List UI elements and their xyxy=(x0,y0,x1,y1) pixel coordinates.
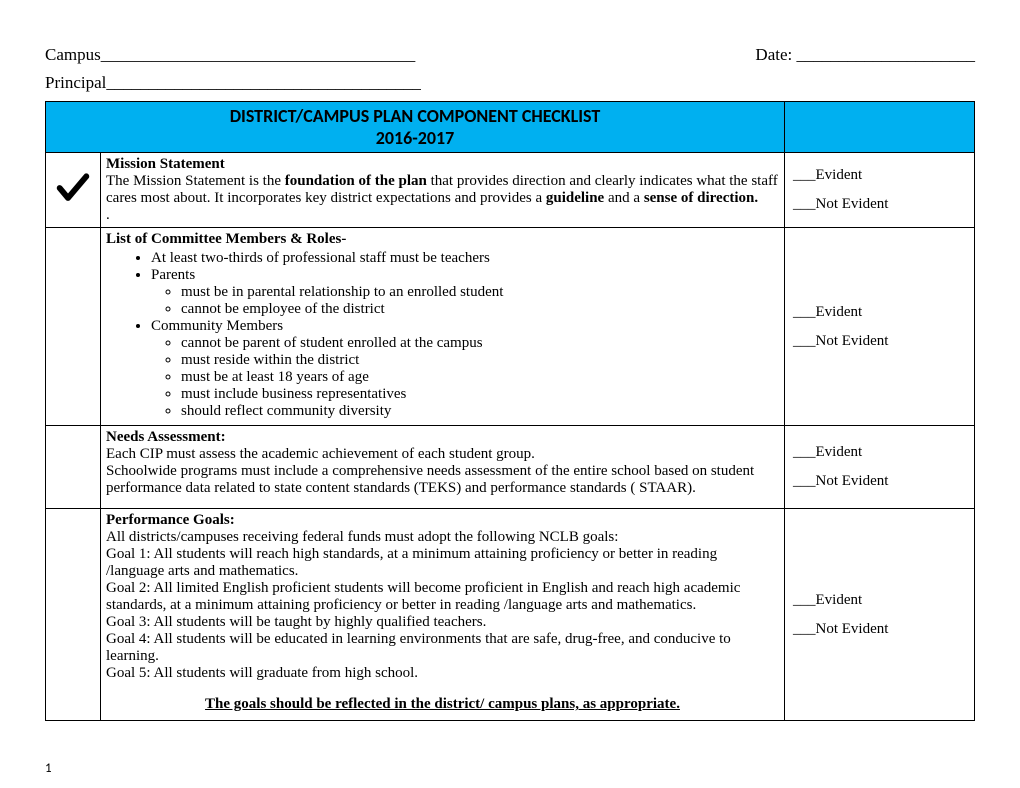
row-goals: Performance Goals: All districts/campuse… xyxy=(46,509,975,721)
committee-check-cell xyxy=(46,228,101,426)
check-icon xyxy=(53,168,93,208)
committee-b3: Community Members cannot be parent of st… xyxy=(151,318,779,420)
page-number: 1 xyxy=(45,761,52,776)
goals-footer: The goals should be reflected in the dis… xyxy=(106,696,779,713)
row-needs: Needs Assessment: Each CIP must assess t… xyxy=(46,426,975,509)
mission-check-cell xyxy=(46,153,101,228)
title-row: DISTRICT/CAMPUS PLAN COMPONENT CHECKLIST… xyxy=(46,102,975,153)
committee-b3-o4: must include business representatives xyxy=(181,386,779,403)
committee-b3-label: Community Members xyxy=(151,318,283,334)
committee-b3-o2: must reside within the district xyxy=(181,352,779,369)
committee-evident: ___Evident xyxy=(793,304,969,321)
goals-content: Performance Goals: All districts/campuse… xyxy=(101,509,785,721)
goal-1: Goal 1: All students will reach high sta… xyxy=(106,546,717,579)
mission-not-evident: ___Not Evident xyxy=(793,196,969,213)
title-line2: 2016-2017 xyxy=(51,127,779,149)
goal-5: Goal 5: All students will graduate from … xyxy=(106,665,418,681)
needs-not-evident: ___Not Evident xyxy=(793,473,969,490)
committee-b2: Parents must be in parental relationship… xyxy=(151,267,779,318)
mission-heading: Mission Statement xyxy=(106,156,225,172)
needs-heading: Needs Assessment: xyxy=(106,429,226,445)
committee-b2-o1: must be in parental relationship to an e… xyxy=(181,284,779,301)
row-mission: Mission Statement The Mission Statement … xyxy=(46,153,975,228)
committee-b2-label: Parents xyxy=(151,267,195,283)
needs-content: Needs Assessment: Each CIP must assess t… xyxy=(101,426,785,509)
principal-underline: _____________________________________ xyxy=(106,73,421,92)
committee-b2-o2: cannot be employee of the district xyxy=(181,301,779,318)
checklist-table: DISTRICT/CAMPUS PLAN COMPONENT CHECKLIST… xyxy=(45,101,975,721)
committee-b3-sub: cannot be parent of student enrolled at … xyxy=(151,335,779,420)
mission-evident: ___Evident xyxy=(793,167,969,184)
goals-evident: ___Evident xyxy=(793,592,969,609)
date-underline: _____________________ xyxy=(797,45,976,64)
goals-intro: All districts/campuses receiving federal… xyxy=(106,529,618,545)
principal-label: Principal xyxy=(45,73,106,92)
committee-b3-o5: should reflect community diversity xyxy=(181,403,779,420)
needs-l1: Each CIP must assess the academic achiev… xyxy=(106,446,535,462)
goal-2: Goal 2: All limited English proficient s… xyxy=(106,580,740,613)
committee-content: List of Committee Members & Roles- At le… xyxy=(101,228,785,426)
mission-content: Mission Statement The Mission Statement … xyxy=(101,153,785,228)
principal-field: Principal_______________________________… xyxy=(45,73,421,93)
document-page: Campus__________________________________… xyxy=(0,0,1020,721)
date-label: Date: xyxy=(755,45,796,64)
committee-b3-o1: cannot be parent of student enrolled at … xyxy=(181,335,779,352)
title-cell-right xyxy=(785,102,975,153)
campus-label: Campus xyxy=(45,45,101,64)
goal-3: Goal 3: All students will be taught by h… xyxy=(106,614,486,630)
committee-b2-sub: must be in parental relationship to an e… xyxy=(151,284,779,318)
campus-underline: _____________________________________ xyxy=(101,45,416,64)
mission-t3: and a xyxy=(604,190,644,206)
campus-field: Campus__________________________________… xyxy=(45,45,415,65)
mission-trailing: . xyxy=(106,207,110,223)
header-line-2: Principal_______________________________… xyxy=(45,73,975,93)
committee-status: ___Evident ___Not Evident xyxy=(785,228,975,426)
needs-check-cell xyxy=(46,426,101,509)
header-line-1: Campus__________________________________… xyxy=(45,45,975,65)
committee-b3-o3: must be at least 18 years of age xyxy=(181,369,779,386)
committee-heading: List of Committee Members & Roles- xyxy=(106,231,346,247)
goals-check-cell xyxy=(46,509,101,721)
needs-status: ___Evident ___Not Evident xyxy=(785,426,975,509)
committee-list: At least two-thirds of professional staf… xyxy=(106,250,779,420)
title-cell: DISTRICT/CAMPUS PLAN COMPONENT CHECKLIST… xyxy=(46,102,785,153)
mission-b1: foundation of the plan xyxy=(285,173,427,189)
mission-status: ___Evident ___Not Evident xyxy=(785,153,975,228)
goal-4: Goal 4: All students will be educated in… xyxy=(106,631,731,664)
row-committee: List of Committee Members & Roles- At le… xyxy=(46,228,975,426)
committee-not-evident: ___Not Evident xyxy=(793,333,969,350)
committee-b1: At least two-thirds of professional staf… xyxy=(151,250,779,267)
needs-evident: ___Evident xyxy=(793,444,969,461)
goals-status: ___Evident ___Not Evident xyxy=(785,509,975,721)
mission-b3: sense of direction. xyxy=(644,190,758,206)
needs-l2: Schoolwide programs must include a compr… xyxy=(106,463,754,496)
title-line1: DISTRICT/CAMPUS PLAN COMPONENT CHECKLIST xyxy=(51,105,779,127)
goals-not-evident: ___Not Evident xyxy=(793,621,969,638)
date-field: Date: _____________________ xyxy=(755,45,975,65)
goals-heading: Performance Goals: xyxy=(106,512,235,528)
mission-b2: guideline xyxy=(546,190,604,206)
mission-t1: The Mission Statement is the xyxy=(106,173,285,189)
